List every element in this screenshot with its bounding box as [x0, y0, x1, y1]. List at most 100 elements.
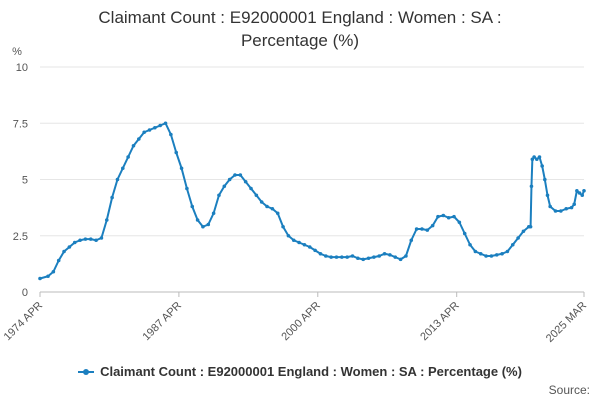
- data-point: [500, 251, 504, 256]
- data-point: [38, 276, 42, 281]
- data-point: [334, 255, 339, 259]
- data-point: [265, 204, 269, 209]
- chart-title-line-2: Percentage (%): [240, 31, 360, 50]
- data-point: [56, 258, 61, 263]
- data-point: [345, 255, 349, 259]
- data-point: [307, 245, 312, 249]
- data-point: [494, 253, 499, 257]
- legend-label: Claimant Count : E92000001 England : Wom…: [100, 364, 522, 379]
- chart-title-line-1: Claimant Count : E92000001 England : Wom…: [98, 8, 502, 27]
- data-point: [318, 251, 323, 256]
- data-point: [254, 193, 259, 198]
- data-point: [313, 248, 317, 253]
- data-point: [62, 249, 66, 254]
- data-point: [468, 242, 472, 247]
- data-point: [569, 205, 574, 210]
- data-point: [233, 173, 237, 177]
- data-point: [462, 231, 467, 236]
- data-point: [572, 202, 577, 207]
- data-point: [545, 193, 550, 198]
- data-point: [179, 166, 184, 171]
- data-point: [441, 213, 446, 218]
- data-point: [51, 269, 56, 274]
- data-point: [153, 125, 157, 130]
- data-point: [195, 218, 200, 222]
- data-point: [478, 251, 483, 256]
- data-point: [137, 137, 141, 141]
- data-point: [532, 155, 536, 159]
- data-point: [535, 157, 539, 162]
- legend-item[interactable]: Claimant Count : E92000001 England : Wom…: [78, 364, 522, 379]
- data-point: [356, 256, 360, 261]
- data-point: [275, 211, 280, 216]
- data-point: [521, 229, 526, 234]
- data-point: [382, 251, 387, 256]
- data-point: [543, 177, 547, 182]
- data-point: [564, 206, 568, 211]
- data-point: [163, 121, 168, 126]
- data-point: [430, 223, 435, 228]
- data-point: [505, 249, 510, 254]
- data-point: [484, 254, 488, 258]
- data-point: [222, 184, 227, 189]
- data-point: [78, 238, 82, 243]
- data-point: [529, 184, 534, 189]
- x-tick-label: 2025 MAR: [544, 300, 589, 345]
- data-point: [577, 191, 582, 195]
- data-point: [190, 204, 195, 209]
- data-point: [409, 238, 414, 243]
- data-point: [270, 206, 275, 211]
- data-point: [548, 204, 552, 209]
- data-point: [104, 218, 109, 222]
- data-point: [559, 209, 563, 213]
- data-point: [169, 132, 173, 137]
- y-tick-label: 10: [16, 62, 28, 74]
- data-point: [324, 254, 328, 258]
- data-point: [329, 255, 333, 259]
- data-point: [582, 188, 586, 193]
- data-point: [553, 209, 558, 213]
- legend-swatch-icon: [78, 367, 95, 377]
- data-point: [297, 240, 301, 245]
- data-point: [404, 254, 408, 258]
- data-point: [388, 253, 392, 257]
- data-point: [436, 214, 440, 219]
- y-tick-label: 2.5: [13, 231, 28, 243]
- data-point: [249, 186, 253, 191]
- data-point: [286, 233, 291, 238]
- data-point: [366, 256, 371, 261]
- data-point: [185, 186, 189, 191]
- data-point: [281, 224, 285, 229]
- data-point: [83, 237, 88, 241]
- data-point: [340, 255, 344, 259]
- x-tick-label: 1987 APR: [140, 300, 184, 344]
- data-point: [291, 238, 296, 243]
- data-point: [350, 254, 355, 258]
- data-point: [67, 245, 72, 249]
- data-point: [528, 224, 533, 229]
- data-point: [516, 236, 520, 240]
- source-label: Source:: [548, 383, 590, 397]
- data-point: [99, 236, 104, 240]
- data-point: [142, 130, 146, 135]
- data-point: [377, 254, 382, 258]
- x-tick-label: 1974 APR: [2, 300, 46, 344]
- data-point: [174, 150, 179, 155]
- x-tick-label: 2013 APR: [418, 300, 462, 344]
- data-point: [147, 128, 152, 132]
- data-point: [393, 255, 398, 259]
- y-tick-label: 5: [22, 175, 28, 187]
- data-point: [473, 249, 478, 254]
- data-point: [206, 222, 211, 227]
- chart-legend[interactable]: Claimant Count : E92000001 England : Wom…: [0, 364, 600, 380]
- data-point: [211, 211, 216, 216]
- data-point: [372, 255, 376, 259]
- data-point: [238, 173, 243, 177]
- data-point: [121, 166, 125, 171]
- data-point: [414, 227, 419, 231]
- data-point: [575, 188, 579, 193]
- y-tick-label: 7.5: [13, 118, 28, 130]
- data-point: [420, 227, 424, 231]
- data-point: [452, 214, 456, 219]
